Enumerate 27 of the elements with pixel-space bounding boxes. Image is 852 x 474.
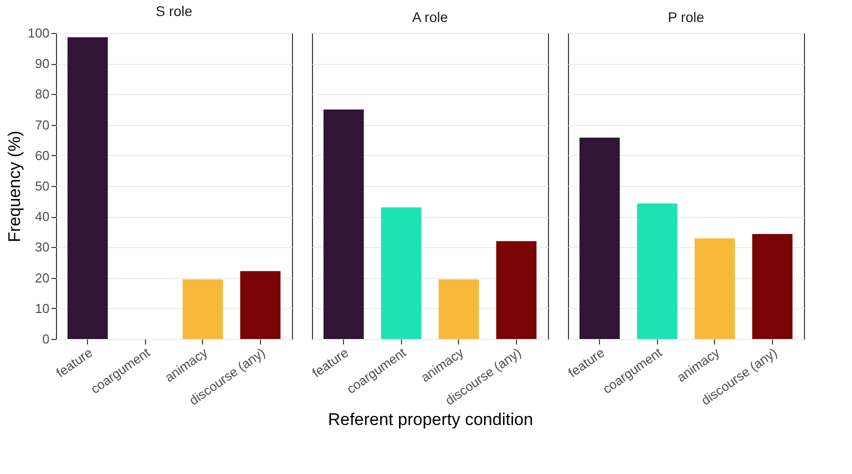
- chart-title: S role: [156, 3, 192, 19]
- bar: [240, 271, 280, 339]
- bar: [381, 207, 422, 339]
- y-tick-label: 90: [35, 56, 50, 72]
- bar: [182, 279, 223, 339]
- y-tick-label: 0: [42, 332, 50, 346]
- x-axis-title: Referent property condition: [328, 410, 534, 430]
- y-tick-label: 20: [35, 270, 50, 286]
- bar: [438, 279, 479, 339]
- y-axis-title: Frequency (%): [4, 130, 24, 242]
- y-tick-label: 100: [28, 26, 50, 40]
- bar: [496, 241, 536, 339]
- y-tick-label: 40: [35, 209, 50, 224]
- bar: [68, 37, 108, 339]
- bar: [324, 110, 364, 339]
- y-tick-label: 60: [35, 148, 50, 163]
- bar: [694, 238, 735, 339]
- y-tick-label: 30: [35, 240, 50, 255]
- bar: [752, 234, 792, 339]
- bar: [580, 138, 620, 339]
- y-tick-label: 50: [35, 178, 50, 194]
- chart-title: A role: [412, 9, 448, 25]
- chart-title: P role: [668, 9, 704, 25]
- y-tick-label: 10: [35, 300, 50, 316]
- y-tick-label: 70: [35, 117, 50, 132]
- bar: [637, 203, 678, 339]
- y-tick-label: 80: [35, 86, 50, 102]
